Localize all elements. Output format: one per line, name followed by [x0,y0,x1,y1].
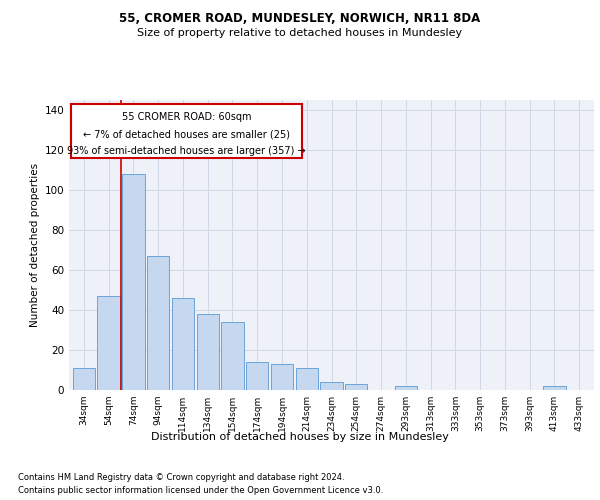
Bar [147,256,169,390]
Text: Contains public sector information licensed under the Open Government Licence v3: Contains public sector information licen… [18,486,383,495]
Text: 55 CROMER ROAD: 60sqm: 55 CROMER ROAD: 60sqm [122,112,251,122]
Text: Contains HM Land Registry data © Crown copyright and database right 2024.: Contains HM Land Registry data © Crown c… [18,472,344,482]
Text: ← 7% of detached houses are smaller (25): ← 7% of detached houses are smaller (25) [83,129,290,139]
Bar [97,296,120,390]
Y-axis label: Number of detached properties: Number of detached properties [30,163,40,327]
Text: Size of property relative to detached houses in Mundesley: Size of property relative to detached ho… [137,28,463,38]
Bar [172,298,194,390]
Bar [122,174,145,390]
FancyBboxPatch shape [71,104,302,158]
Text: Distribution of detached houses by size in Mundesley: Distribution of detached houses by size … [151,432,449,442]
Text: 93% of semi-detached houses are larger (357) →: 93% of semi-detached houses are larger (… [67,146,306,156]
Bar [395,386,417,390]
Bar [246,362,268,390]
Bar [221,322,244,390]
Bar [271,364,293,390]
Bar [345,384,367,390]
Bar [197,314,219,390]
Bar [296,368,318,390]
Bar [73,368,95,390]
Bar [543,386,566,390]
Bar [320,382,343,390]
Text: 55, CROMER ROAD, MUNDESLEY, NORWICH, NR11 8DA: 55, CROMER ROAD, MUNDESLEY, NORWICH, NR1… [119,12,481,26]
